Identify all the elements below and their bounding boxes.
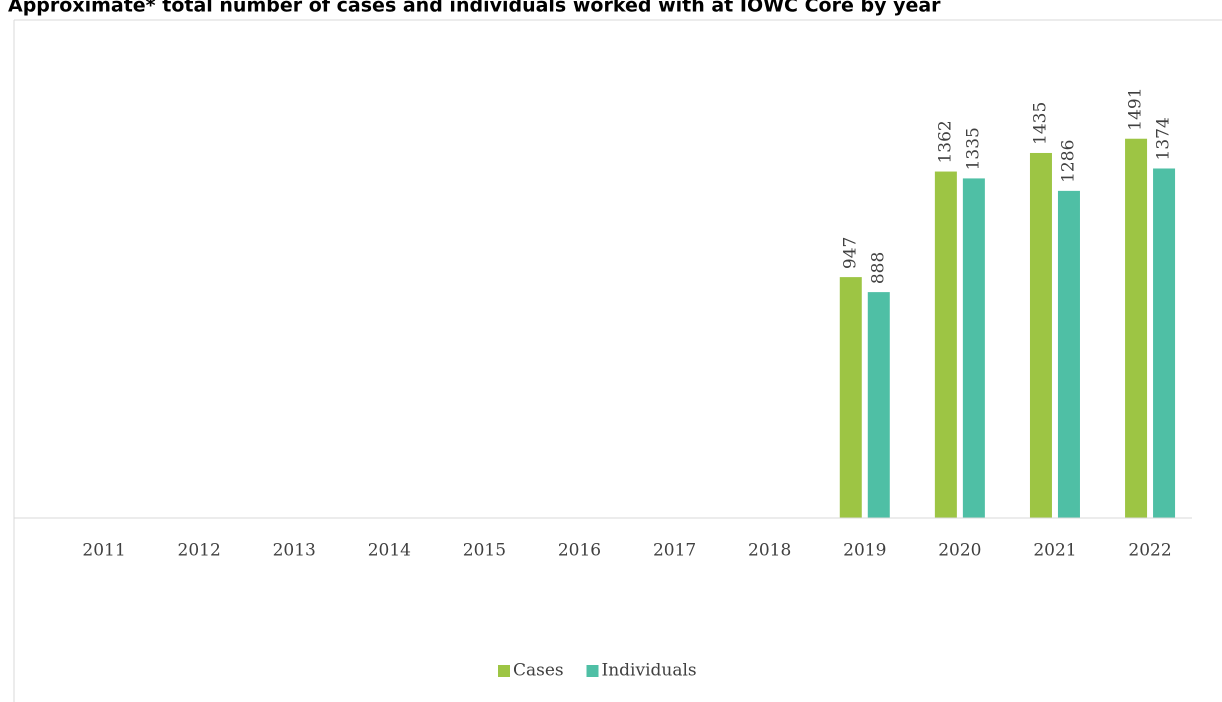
x-tick-label: 2019 [843,541,886,561]
chart-title: Approximate* total number of cases and i… [8,0,941,17]
legend-swatch [498,665,510,677]
x-tick-label: 2012 [178,541,221,561]
bar [1057,190,1080,518]
x-tick-label: 2020 [938,541,981,561]
bar [934,171,957,518]
x-tick-label: 2016 [558,541,601,561]
legend-swatch [586,665,599,677]
data-label: 1335 [963,127,983,170]
data-label: 1491 [1126,87,1146,130]
bar [1029,152,1052,519]
x-tick-label: 2015 [463,541,506,561]
x-tick-label: 2014 [368,541,411,561]
data-label: 888 [868,252,888,284]
bar [1125,138,1148,518]
data-label: 1362 [935,120,955,163]
legend-label: Individuals [602,661,697,681]
data-label: 1435 [1030,102,1050,145]
data-label: 1286 [1058,140,1078,183]
data-label: 1374 [1154,117,1174,160]
x-tick-label: 2022 [1128,541,1171,561]
bar [867,292,890,518]
x-tick-label: 2018 [748,541,791,561]
x-tick-label: 2017 [653,541,696,561]
x-tick-label: 2013 [273,541,316,561]
data-label: 947 [840,237,860,269]
bar [839,277,862,518]
legend-label: Cases [513,661,564,681]
bar [1153,168,1176,518]
bar [962,178,985,519]
x-tick-label: 2011 [82,541,125,561]
x-tick-label: 2021 [1033,541,1076,561]
